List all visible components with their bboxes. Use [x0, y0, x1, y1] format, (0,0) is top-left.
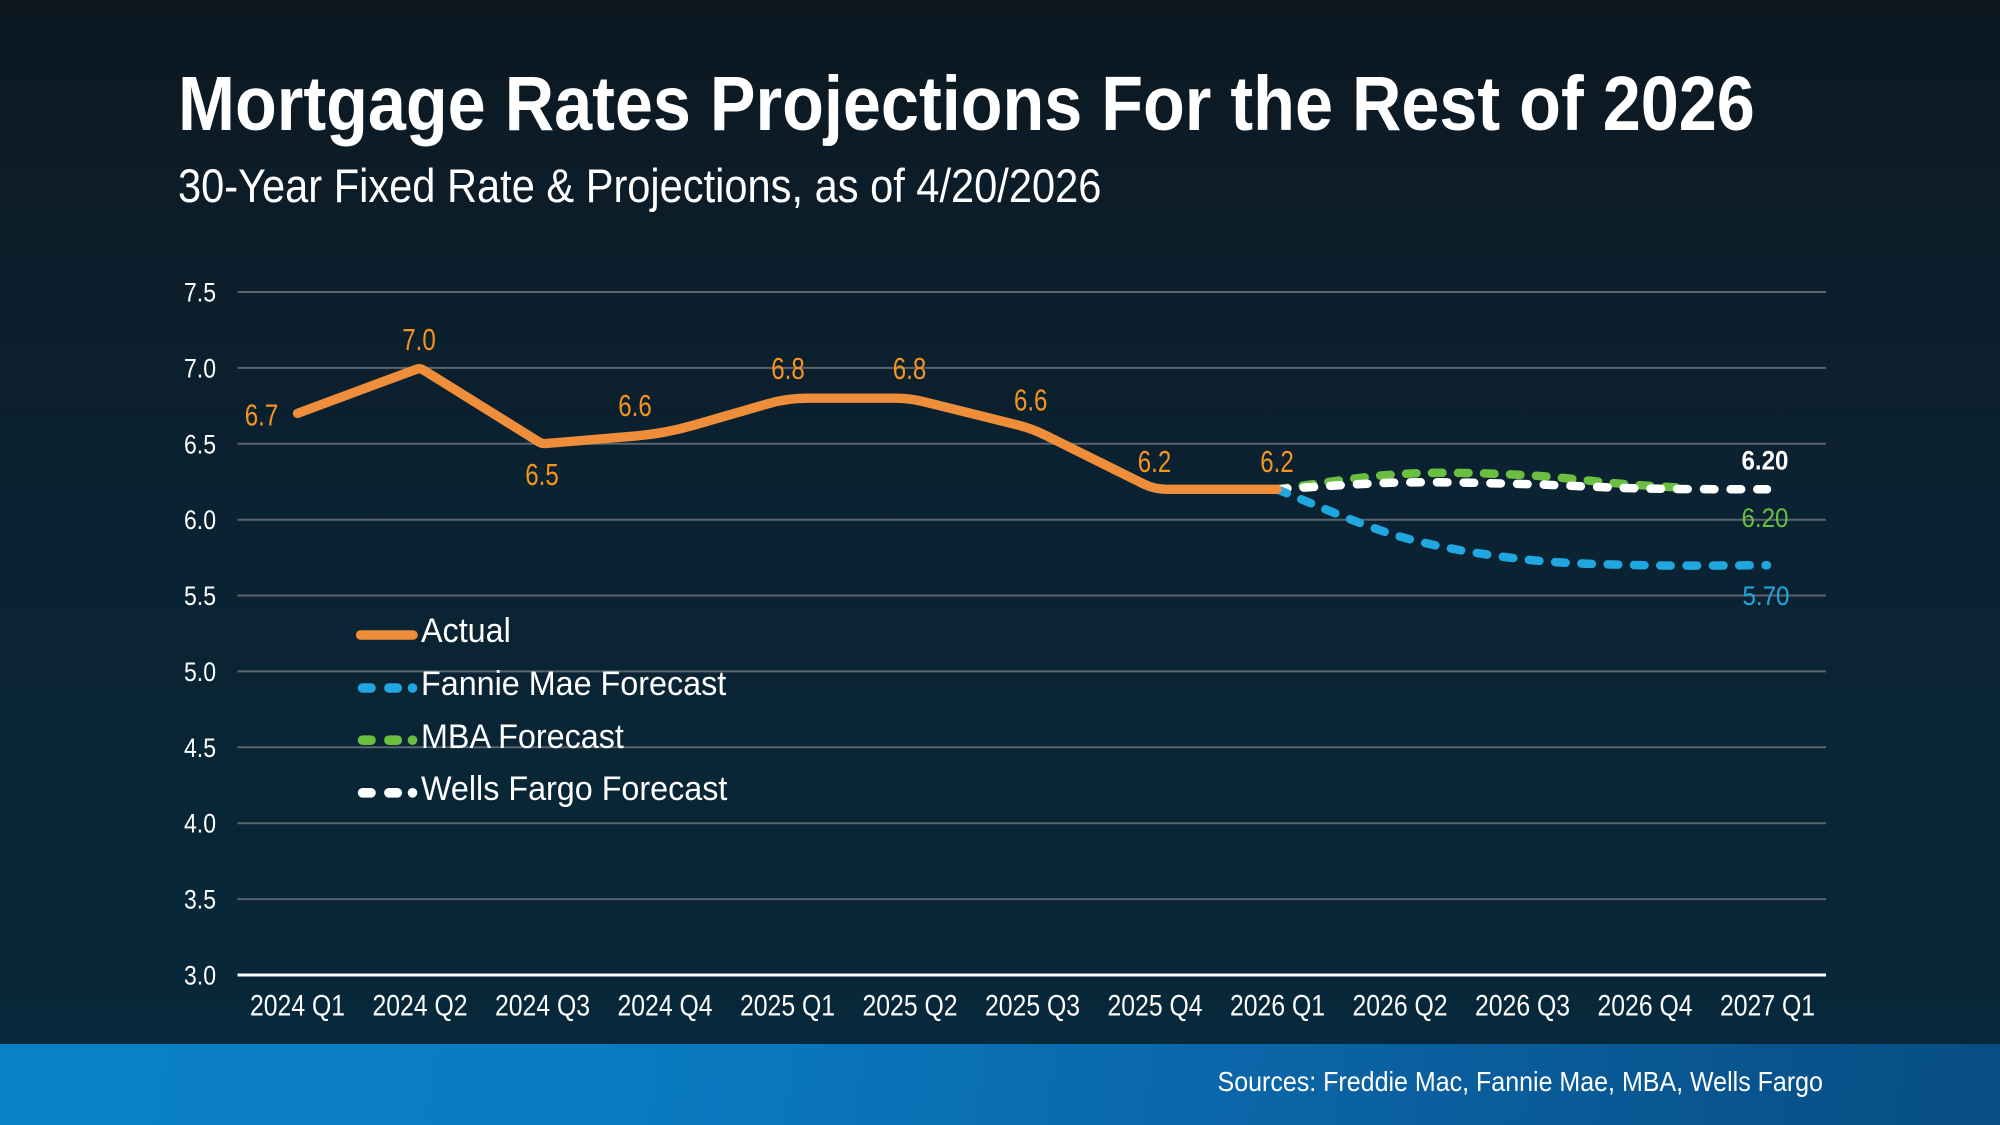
svg-text:7.0: 7.0 [402, 322, 436, 357]
svg-text:2024 Q2: 2024 Q2 [373, 990, 468, 1023]
svg-text:2024 Q1: 2024 Q1 [250, 990, 345, 1023]
svg-text:6.7: 6.7 [245, 398, 279, 433]
svg-text:5.0: 5.0 [184, 657, 216, 687]
svg-text:6.20: 6.20 [1742, 503, 1789, 533]
svg-text:6.2: 6.2 [1260, 444, 1294, 479]
svg-text:6.5: 6.5 [525, 457, 559, 492]
svg-text:2024 Q3: 2024 Q3 [495, 990, 590, 1023]
svg-text:6.5: 6.5 [184, 429, 216, 459]
svg-text:6.8: 6.8 [771, 351, 805, 386]
svg-text:7.5: 7.5 [184, 278, 216, 308]
svg-text:6.6: 6.6 [618, 388, 652, 423]
svg-text:6.6: 6.6 [1014, 382, 1048, 417]
svg-text:6.0: 6.0 [184, 505, 216, 535]
svg-text:6.2: 6.2 [1138, 444, 1172, 479]
svg-text:2026 Q1: 2026 Q1 [1230, 990, 1325, 1023]
svg-text:2025 Q1: 2025 Q1 [740, 990, 835, 1023]
svg-text:6.20: 6.20 [1742, 445, 1789, 475]
svg-text:3.0: 3.0 [184, 961, 216, 991]
svg-text:2024 Q4: 2024 Q4 [618, 990, 713, 1023]
svg-text:2025 Q3: 2025 Q3 [985, 990, 1080, 1023]
svg-text:6.8: 6.8 [893, 351, 927, 386]
svg-text:4.0: 4.0 [184, 809, 216, 839]
svg-text:2027 Q1: 2027 Q1 [1720, 990, 1815, 1023]
svg-text:4.5: 4.5 [184, 733, 216, 763]
svg-text:2026 Q3: 2026 Q3 [1475, 990, 1570, 1023]
svg-text:2025 Q2: 2025 Q2 [863, 990, 958, 1023]
svg-text:2026 Q2: 2026 Q2 [1353, 990, 1448, 1023]
svg-text:2026 Q4: 2026 Q4 [1598, 990, 1693, 1023]
svg-text:3.5: 3.5 [184, 885, 216, 915]
svg-text:5.5: 5.5 [184, 581, 216, 611]
svg-text:5.70: 5.70 [1743, 581, 1790, 611]
svg-text:2025 Q4: 2025 Q4 [1108, 990, 1203, 1023]
svg-text:7.0: 7.0 [184, 353, 216, 383]
